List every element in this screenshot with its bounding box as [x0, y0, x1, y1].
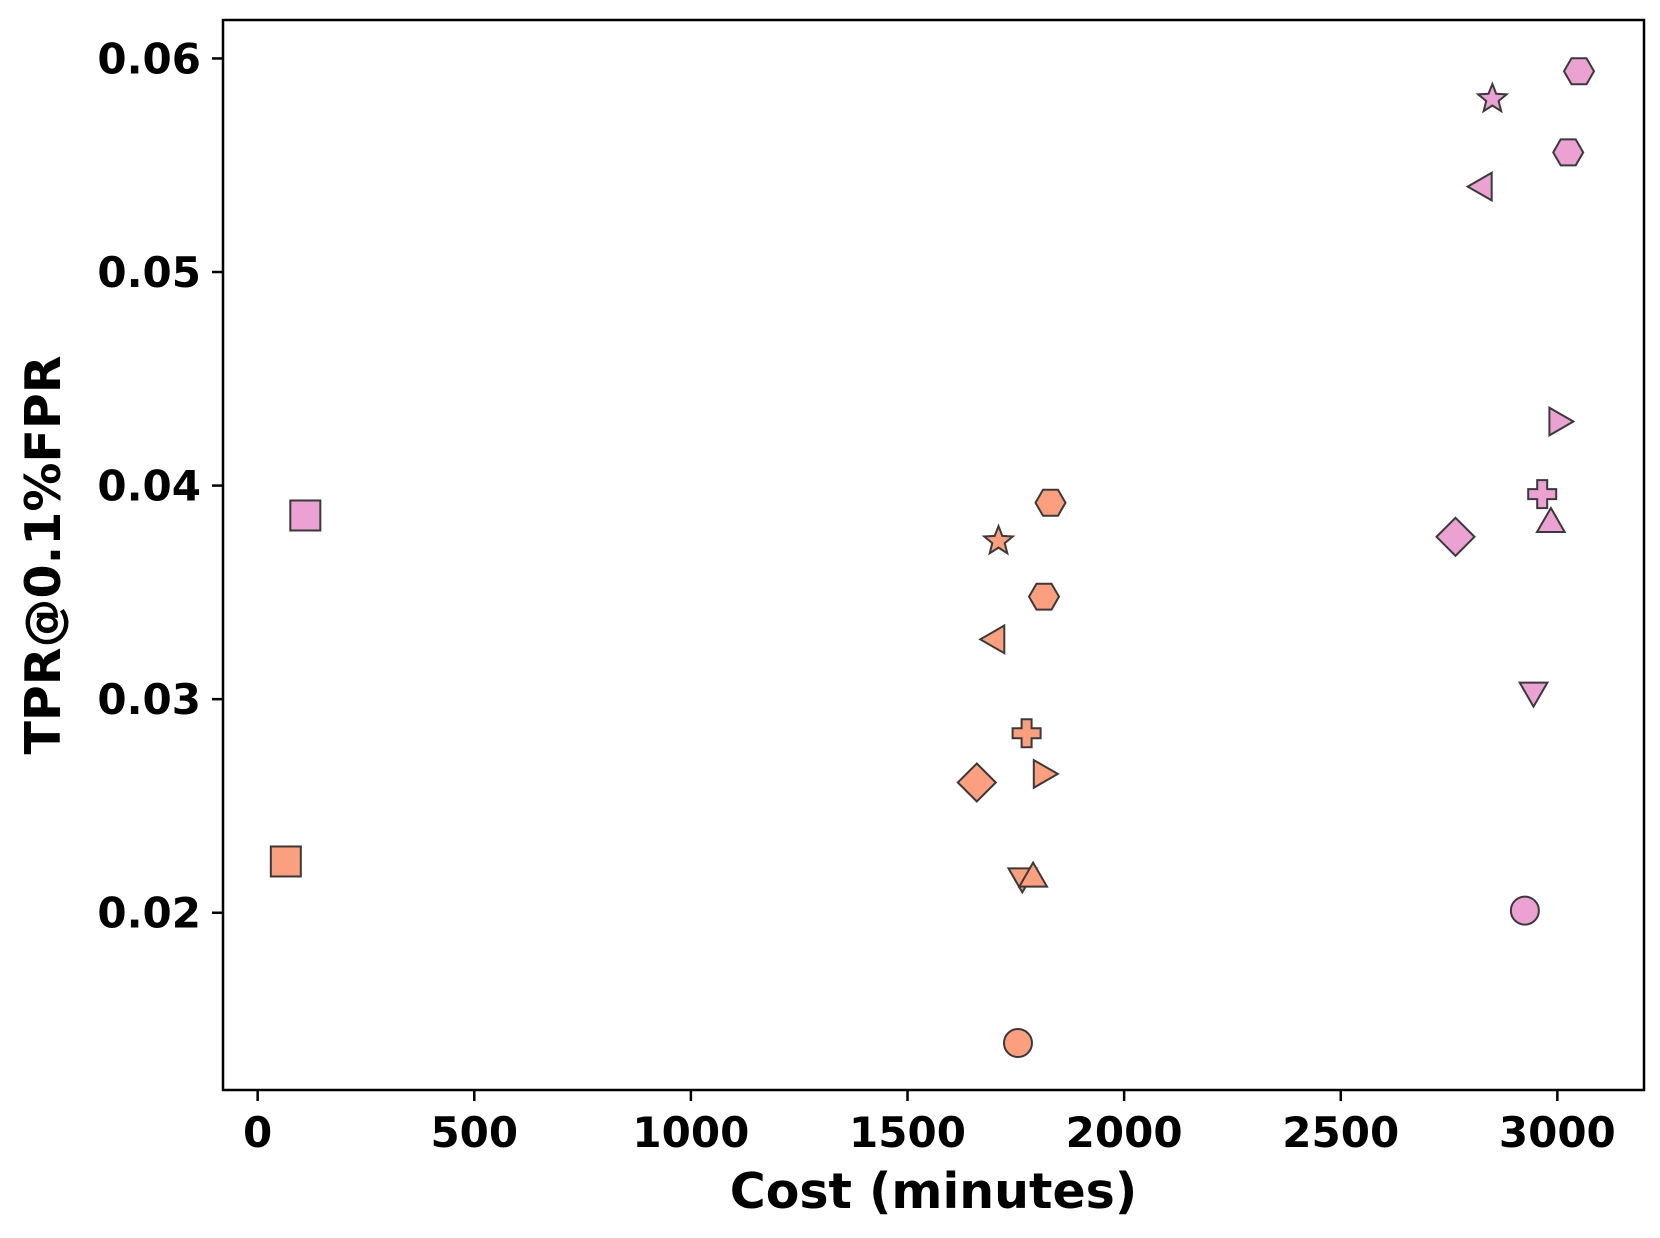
y-tick-label: 0.05	[97, 248, 201, 297]
data-points	[269, 57, 1596, 1059]
x-tick-label: 3000	[1499, 1108, 1616, 1157]
x-tick-label: 1500	[849, 1108, 966, 1157]
x-tick-label: 2000	[1066, 1108, 1183, 1157]
y-axis-title: TPR@0.1%FPR	[15, 355, 72, 754]
y-tick-label: 0.03	[97, 675, 201, 724]
data-point-triangle-up	[1535, 505, 1567, 533]
data-point-star	[1475, 81, 1510, 114]
y-tick-label: 0.06	[97, 34, 201, 83]
y-tick-label: 0.04	[97, 462, 201, 511]
data-point-star	[981, 523, 1016, 556]
x-axis-ticks: 0 500 1000 1500 2000 2500 3000	[243, 1090, 1616, 1157]
data-point-square	[269, 845, 302, 878]
data-point-hexagon	[1027, 582, 1061, 611]
x-tick-label: 0	[243, 1108, 272, 1157]
data-point-hexagon	[1552, 138, 1585, 167]
data-point-plus	[1527, 479, 1558, 510]
data-point-hexagon	[1562, 57, 1596, 86]
data-point-triangle-up	[1017, 860, 1049, 888]
data-point-diamond	[956, 762, 998, 803]
data-point-triangle-down	[1517, 681, 1550, 709]
y-tick-label: 0.02	[97, 889, 201, 938]
y-axis-ticks: 0.02 0.03 0.04 0.05 0.06	[97, 34, 223, 938]
data-point-circle	[1002, 1028, 1033, 1059]
data-point-hexagon	[1034, 488, 1067, 517]
data-point-triangle-right	[1548, 405, 1576, 438]
x-tick-label: 1000	[632, 1108, 749, 1157]
data-point-plus	[1011, 718, 1042, 749]
data-point-square	[289, 499, 322, 532]
data-point-triangle-right	[1032, 758, 1060, 790]
plot-frame	[221, 18, 1646, 1092]
data-point-diamond	[1435, 516, 1476, 558]
data-point-triangle-left	[978, 623, 1006, 655]
x-tick-label: 2500	[1282, 1108, 1399, 1157]
x-tick-label: 500	[430, 1108, 518, 1157]
data-point-circle	[1509, 895, 1540, 926]
data-point-triangle-left	[1465, 170, 1493, 203]
x-axis-title: Cost (minutes)	[730, 1163, 1138, 1220]
